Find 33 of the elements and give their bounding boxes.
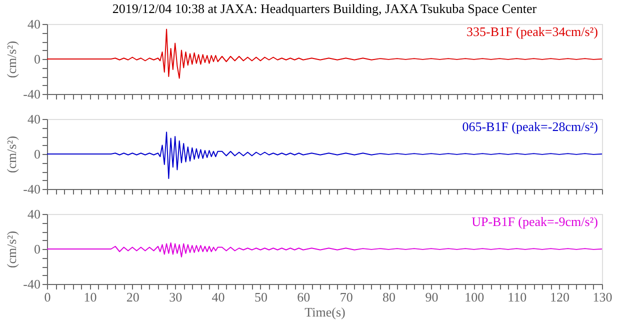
y-tick-label: -40 [23,276,40,292]
y-tick-label: 0 [34,242,40,256]
y-tick-label: 40 [28,16,40,32]
x-tick-label: 70 [340,290,353,304]
series-label: 335-B1F (peak=34cm/s²) [466,24,598,39]
x-tick-label: 0 [44,290,51,304]
x-tick-label: 20 [126,290,140,304]
x-tick-label: 60 [297,290,310,304]
x-tick-label: 30 [169,290,182,304]
x-tick-label: 130 [592,290,612,304]
y-tick-label: 0 [34,52,40,66]
x-tick-label: 50 [254,290,268,304]
y-tick-label: -40 [23,86,40,102]
y-tick-label: 40 [28,206,40,222]
y-tick-label: 0 [34,146,40,162]
x-tick-label: 90 [425,290,438,304]
y-axis-title: (cm/s²) [4,136,20,174]
x-tick-label: 10 [84,290,97,304]
series-label: UP-B1F (peak=-9cm/s²) [472,214,598,229]
y-axis-title: (cm/s²) [4,230,20,268]
x-tick-label: 110 [508,290,527,304]
series-label: 065-B1F (peak=-28cm/s²) [462,119,598,134]
y-tick-label: -40 [23,182,40,196]
y-axis-title: (cm/s²) [4,40,20,78]
y-tick-label: 40 [28,112,40,126]
x-axis-title: Time(s) [304,304,346,320]
x-tick-label: 120 [550,290,570,304]
x-tick-label: 80 [382,290,396,304]
line-series [46,28,602,79]
x-tick-label: 40 [212,290,225,304]
line-series [46,242,602,258]
x-tick-label: 100 [464,290,484,304]
chart-title: 2019/12/04 10:38 at JAXA: Headquarters Building, JAXA Tsukuba Space Center [112,1,538,16]
